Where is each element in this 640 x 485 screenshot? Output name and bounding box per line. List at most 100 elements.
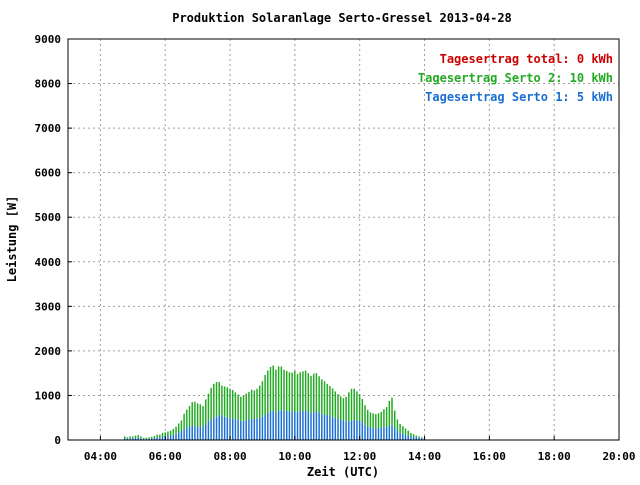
bar-serto-2 <box>348 392 349 421</box>
bar-serto-2 <box>259 386 260 418</box>
bar-serto-2 <box>275 370 276 413</box>
bar-serto-2 <box>143 438 144 439</box>
bar-serto-2 <box>316 373 317 411</box>
bar-serto-2 <box>194 402 195 427</box>
bar-serto-1 <box>200 427 201 440</box>
bar-serto-1 <box>213 418 214 440</box>
bar-serto-1 <box>364 425 365 440</box>
bar-serto-2 <box>335 391 336 418</box>
bar-serto-1 <box>297 412 298 440</box>
bar-serto-1 <box>181 431 182 440</box>
bar-serto-2 <box>353 389 354 420</box>
y-tick-label: 7000 <box>35 122 62 135</box>
bar-serto-1 <box>272 411 273 440</box>
bar-serto-2 <box>254 391 255 420</box>
bar-serto-2 <box>216 382 217 417</box>
bar-serto-1 <box>235 419 236 440</box>
bar-serto-2 <box>224 387 225 417</box>
bar-serto-1 <box>283 411 284 440</box>
bar-serto-1 <box>380 428 381 440</box>
bar-serto-2 <box>140 436 141 438</box>
x-axis-label: Zeit (UTC) <box>307 465 379 479</box>
bar-serto-2 <box>162 433 163 437</box>
bar-serto-2 <box>359 394 360 421</box>
x-tick-label: 20:00 <box>602 450 635 463</box>
bar-series <box>124 366 425 440</box>
bar-serto-2 <box>291 373 292 412</box>
bar-serto-2 <box>370 412 371 427</box>
bar-serto-2 <box>413 434 414 437</box>
bar-serto-2 <box>297 374 298 412</box>
bar-serto-1 <box>275 412 276 440</box>
bar-serto-1 <box>372 428 373 440</box>
bar-serto-2 <box>278 366 279 411</box>
legend-entry: Tagesertrag Serto 2: 10 kWh <box>418 71 613 85</box>
bar-serto-1 <box>197 427 198 440</box>
bar-serto-1 <box>310 413 311 440</box>
x-tick-label: 04:00 <box>84 450 117 463</box>
bar-serto-2 <box>289 372 290 411</box>
bar-serto-1 <box>232 419 233 440</box>
bar-serto-2 <box>197 403 198 427</box>
bar-serto-1 <box>305 411 306 440</box>
y-axis-label: Leistung [W] <box>5 196 19 283</box>
bar-serto-1 <box>175 434 176 440</box>
bar-serto-2 <box>264 375 265 415</box>
bar-serto-1 <box>308 412 309 440</box>
bar-serto-2 <box>394 411 395 428</box>
bar-serto-2 <box>175 427 176 434</box>
bar-serto-2 <box>129 436 130 438</box>
bar-serto-2 <box>383 409 384 427</box>
bar-serto-1 <box>202 428 203 440</box>
bar-serto-2 <box>146 438 147 439</box>
bar-serto-2 <box>183 414 184 429</box>
bar-serto-1 <box>251 419 252 440</box>
bar-serto-2 <box>132 436 133 438</box>
bar-serto-1 <box>299 411 300 440</box>
bar-serto-1 <box>367 427 368 440</box>
bar-serto-2 <box>245 394 246 421</box>
bar-serto-2 <box>294 371 295 411</box>
bar-serto-1 <box>167 436 168 440</box>
bar-serto-2 <box>156 435 157 438</box>
bar-serto-2 <box>227 387 228 417</box>
bar-serto-2 <box>251 390 252 419</box>
bar-serto-1 <box>254 419 255 440</box>
bar-serto-2 <box>391 398 392 425</box>
bar-serto-2 <box>310 376 311 413</box>
bar-serto-2 <box>372 413 373 428</box>
y-tick-label: 1000 <box>35 389 62 402</box>
bar-serto-2 <box>186 410 187 428</box>
bar-serto-2 <box>286 371 287 411</box>
bar-serto-2 <box>324 381 325 415</box>
bar-serto-1 <box>348 421 349 440</box>
bar-serto-2 <box>232 390 233 419</box>
bar-serto-1 <box>399 433 400 440</box>
bar-serto-1 <box>224 417 225 440</box>
y-tick-label: 4000 <box>35 256 62 269</box>
chart-title: Produktion Solaranlage Serto-Gressel 201… <box>172 11 512 25</box>
bar-serto-2 <box>154 436 155 438</box>
bar-serto-1 <box>248 420 249 440</box>
bar-serto-1 <box>302 411 303 440</box>
bar-serto-2 <box>375 414 376 428</box>
x-tick-label: 18:00 <box>538 450 571 463</box>
bar-serto-2 <box>308 373 309 412</box>
bar-serto-2 <box>124 436 125 438</box>
bar-serto-1 <box>386 427 387 440</box>
bar-serto-2 <box>221 386 222 416</box>
legend-entry: Tagesertrag Serto 1: 5 kWh <box>425 90 613 104</box>
x-tick-label: 12:00 <box>343 450 376 463</box>
bar-serto-1 <box>259 418 260 440</box>
bar-serto-2 <box>202 406 203 427</box>
bar-serto-2 <box>364 405 365 425</box>
bar-serto-2 <box>137 435 138 438</box>
y-tick-label: 2000 <box>35 345 62 358</box>
bar-serto-1 <box>210 419 211 440</box>
bar-serto-2 <box>318 376 319 413</box>
bar-serto-2 <box>386 407 387 427</box>
x-tick-label: 10:00 <box>278 450 311 463</box>
bar-serto-1 <box>294 411 295 440</box>
bar-serto-1 <box>178 432 179 440</box>
